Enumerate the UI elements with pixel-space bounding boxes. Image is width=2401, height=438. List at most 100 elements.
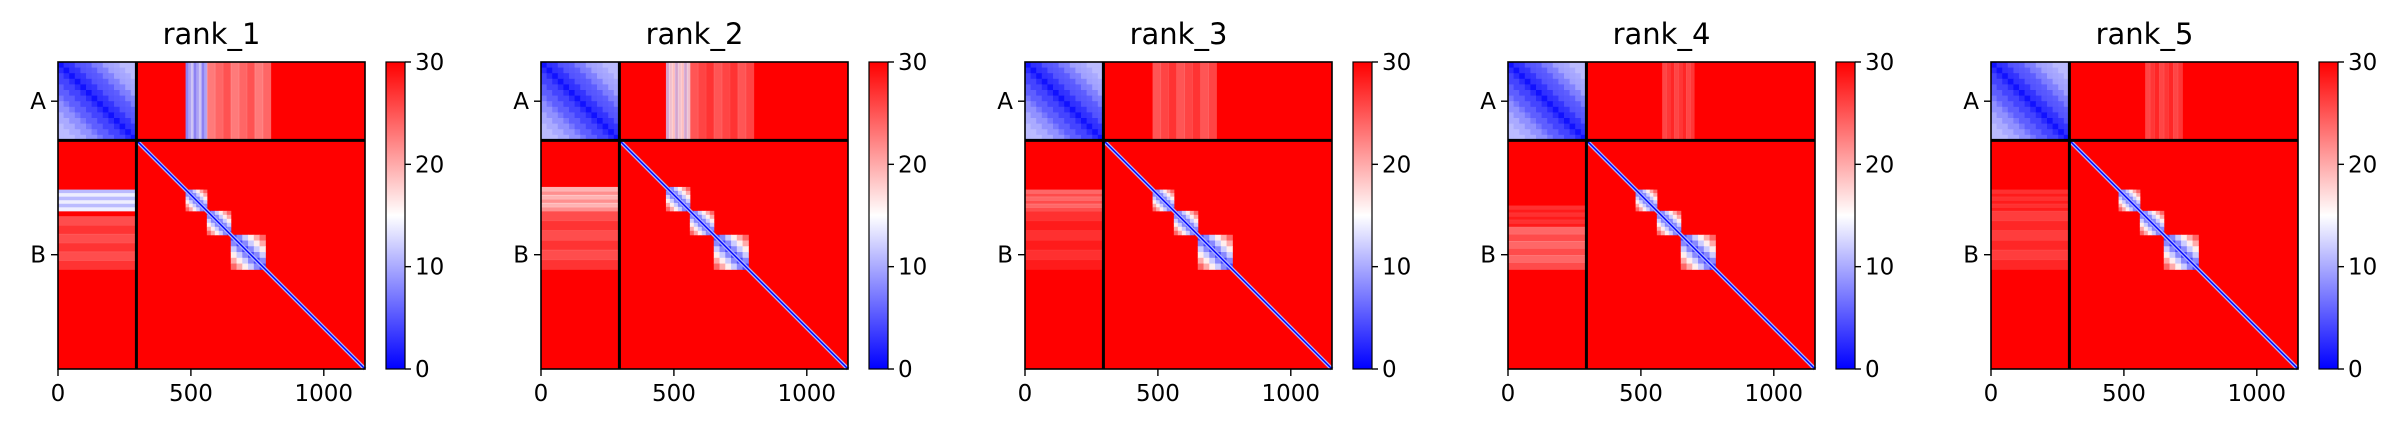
heatmap-cell [563, 78, 570, 86]
domain-block-cell [1177, 230, 1183, 236]
heatmap-cell [608, 95, 615, 102]
x-tick-label: 1000 [1745, 381, 1804, 407]
heatmap-cell [1041, 129, 1049, 136]
heatmap-cell [557, 129, 565, 136]
domain-block-cell [693, 218, 699, 224]
inter-chain-band-ba [541, 240, 620, 251]
domain-block-cell [1646, 189, 1651, 194]
inter-chain-band-ab [677, 62, 682, 141]
heatmap-cell [557, 118, 565, 125]
domain-block-cell [701, 226, 707, 232]
heatmap-cell [1991, 129, 1998, 136]
domain-block-cell [1203, 252, 1210, 259]
heatmap-cell [1991, 90, 1998, 97]
heatmap-cell [69, 78, 76, 86]
heatmap-cell [585, 62, 593, 69]
domain-block-cell [1664, 222, 1670, 228]
domain-block-cell [1156, 207, 1161, 212]
heatmap-cell [1075, 112, 1082, 119]
heatmap-cell [1081, 112, 1088, 119]
domain-block-cell [1170, 196, 1175, 201]
heatmap-cell [91, 67, 98, 74]
domain-block-cell [1642, 189, 1647, 194]
heatmap-cell [2058, 95, 2065, 102]
domain-block-cell [2122, 203, 2127, 208]
heatmap-cell [2013, 112, 2020, 119]
domain-block-cell [214, 226, 220, 232]
heatmap-cell [1991, 95, 1998, 102]
heatmap-cell [1075, 101, 1082, 108]
heatmap-cell [563, 84, 570, 91]
heatmap-cell [1536, 95, 1543, 102]
domain-block-cell [731, 263, 738, 270]
heatmap-cell [597, 134, 604, 142]
heatmap-cell [602, 106, 609, 114]
domain-block-cell [2169, 234, 2176, 242]
inter-chain-band-ab [674, 62, 679, 141]
heatmap-cell [1097, 67, 1105, 74]
domain-block-cell [2118, 207, 2123, 212]
inter-chain-band-ba [1508, 240, 1587, 249]
heatmap-cell [1530, 78, 1537, 86]
heatmap-cell [2047, 106, 2054, 114]
heatmap-cell [125, 78, 132, 86]
heatmap-cell [1552, 62, 1560, 69]
heatmap-cell [2047, 129, 2054, 136]
domain-block-cell [701, 218, 707, 224]
inter-chain-band-ab [196, 62, 200, 141]
heatmap-cell [1575, 84, 1582, 91]
heatmap-cell [69, 62, 76, 69]
heatmap-cell [74, 101, 82, 108]
domain-block-cell [1646, 207, 1651, 212]
heatmap-cell [569, 62, 576, 69]
heatmap-cell [2007, 123, 2015, 130]
domain-block-cell [1646, 193, 1651, 198]
heatmap-cell [119, 84, 126, 91]
heatmap-cell [1058, 106, 1065, 114]
heatmap-cell [552, 67, 559, 74]
domain-block-cell [1163, 207, 1168, 212]
heatmap-cell [2052, 90, 2059, 97]
heatmap-cell [1064, 134, 1071, 142]
heatmap-cell [1536, 101, 1543, 108]
heatmap-cell [1036, 78, 1043, 86]
colorbar-tick-label: 10 [898, 255, 927, 281]
heatmap-cell [563, 134, 570, 142]
heatmap-cell [1580, 67, 1588, 74]
domain-block-cell [1215, 234, 1222, 242]
domain-block-cell [2155, 230, 2161, 236]
inter-chain-band-ba [541, 194, 620, 200]
domain-block-cell [253, 246, 261, 253]
domain-block-cell [673, 186, 679, 192]
heatmap-cell [119, 90, 126, 97]
heatmap-cell [1069, 123, 1077, 130]
heatmap-cell [125, 101, 132, 108]
domain-block-cell [2181, 234, 2188, 242]
inter-chain-band-ab [254, 62, 264, 141]
domain-block-cell [1676, 222, 1682, 228]
heatmap-cell [1564, 95, 1571, 102]
heatmap-cell [58, 129, 65, 136]
heatmap-cell [552, 73, 559, 80]
domain-block-cell [719, 263, 726, 270]
heatmap-cell [1081, 101, 1088, 108]
heatmap-cell [1097, 78, 1105, 86]
heatmap-cell [1025, 123, 1032, 130]
domain-block-cell [1649, 200, 1654, 205]
heatmap-cell [63, 90, 70, 97]
heatmap-cell [557, 112, 565, 119]
heatmap-cell [2063, 84, 2071, 91]
heatmap-cell [102, 134, 110, 142]
y-tick-label: B [997, 243, 1013, 269]
heatmap-cell [1996, 129, 2003, 136]
domain-block-cell [1185, 210, 1191, 216]
heatmap-cell [2007, 112, 2015, 119]
inter-chain-band-ba [1025, 230, 1104, 241]
domain-block-cell [1170, 189, 1175, 194]
heatmap-cell [613, 101, 621, 108]
domain-block-cell [236, 234, 243, 242]
inter-chain-band-ba [1508, 209, 1587, 214]
heatmap-cell [1547, 78, 1554, 86]
heatmap-cell [108, 134, 115, 142]
heatmap-cell [1075, 134, 1082, 142]
